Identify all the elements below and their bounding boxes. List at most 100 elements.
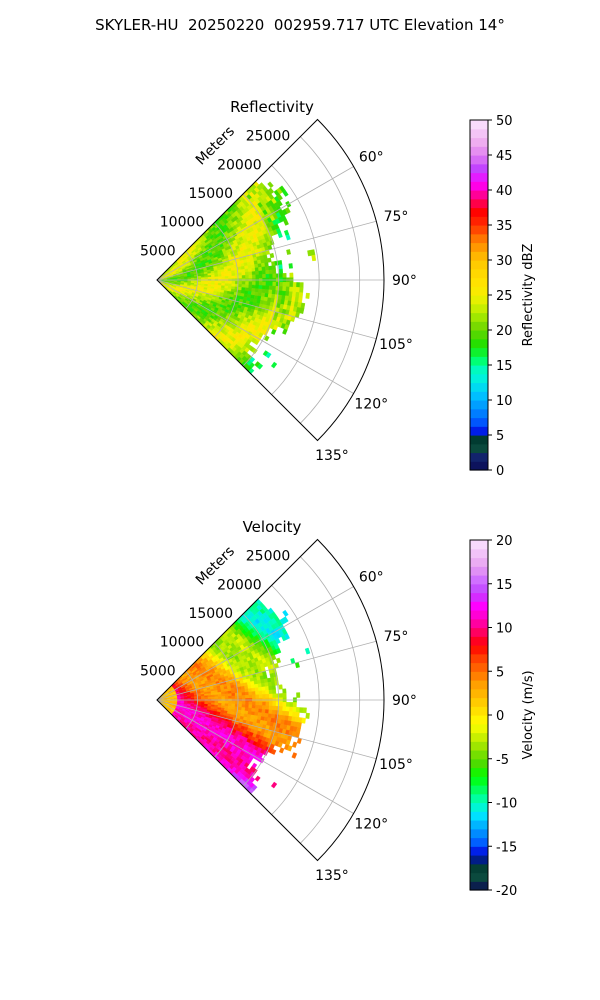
data-cell [254, 687, 259, 692]
data-cell [244, 284, 250, 289]
data-cell [241, 281, 246, 285]
data-cell [252, 701, 256, 706]
data-cell [268, 689, 273, 695]
data-cell [275, 273, 280, 279]
colorbar-tick-label: 15 [496, 578, 513, 593]
colorbar-tick-label: 25 [496, 289, 513, 304]
colorbar-segment [470, 190, 488, 200]
data-cell [282, 688, 287, 694]
data-cell [258, 694, 263, 699]
data-cell [282, 189, 289, 197]
grid-spoke [156, 279, 354, 394]
data-cell [231, 281, 236, 285]
colorbar-tick-label: 20 [496, 324, 513, 339]
data-cell [221, 273, 226, 277]
data-cell [270, 328, 277, 335]
data-cell [255, 281, 260, 286]
data-cell [221, 693, 226, 697]
grid-spoke [156, 220, 377, 281]
data-cell [272, 693, 277, 699]
data-cell [255, 694, 260, 699]
colorbar-tick-label: -15 [496, 840, 517, 855]
data-cell [211, 696, 216, 700]
data-cell [263, 335, 270, 342]
data-cell [272, 689, 277, 695]
data-cell [275, 693, 280, 699]
data-cell [241, 695, 246, 699]
colorbar-tick-label: 10 [496, 622, 513, 637]
data-cell [278, 286, 284, 292]
data-cell [244, 704, 250, 709]
colorbar-tick-label: 45 [496, 149, 513, 164]
data-cell [221, 700, 226, 704]
data-cell [289, 282, 294, 288]
data-cell [255, 270, 260, 276]
data-cell [305, 712, 310, 719]
colorbar-tick-label: 5 [496, 665, 504, 680]
colorbar-segment [470, 137, 488, 147]
data-cell [264, 686, 270, 691]
data-cell [292, 282, 297, 288]
colorbar: -20 -15 -10 -5 0 5 10 15 20 Velocity (m/s) [469, 534, 536, 899]
data-cell [304, 647, 311, 655]
data-cell [265, 352, 272, 359]
data-cell [244, 688, 249, 693]
r-tick-label: 5000 [140, 243, 176, 259]
data-cell [238, 701, 243, 705]
data-cell [285, 706, 290, 712]
data-cell [265, 273, 270, 279]
colorbar-segment [470, 697, 488, 707]
data-cell [238, 272, 243, 276]
colorbar-segment [470, 793, 488, 804]
data-cell [271, 685, 276, 691]
data-cell [261, 686, 266, 692]
data-cell [270, 361, 278, 369]
colorbar-segment [470, 435, 488, 445]
data-cell [231, 692, 236, 697]
data-cell [241, 268, 246, 273]
colorbar-segment [470, 688, 488, 699]
data-cell [238, 692, 243, 696]
data-cell [200, 697, 205, 700]
colorbar-segment [470, 732, 488, 742]
colorbar-segment [470, 338, 488, 349]
data-cell [258, 690, 263, 695]
data-cell [254, 708, 259, 713]
data-cell [248, 268, 253, 273]
data-cell [295, 707, 301, 713]
data-cell [214, 696, 219, 700]
data-cell [231, 272, 236, 277]
data-cell [231, 690, 236, 694]
colorbar-segment [470, 233, 488, 244]
r-tick-label: 20000 [217, 157, 262, 173]
colorbar-segment [470, 426, 488, 436]
panel-title: Reflectivity [230, 98, 314, 116]
data-cell [269, 701, 273, 707]
data-cell [299, 707, 304, 713]
colorbar-segment [470, 312, 488, 322]
colorbar-segment [470, 181, 488, 191]
data-cell [292, 286, 297, 293]
theta-tick-label: 60° [359, 149, 384, 165]
data-cell [217, 696, 222, 700]
data-cell [289, 286, 294, 293]
data-cell [278, 706, 284, 712]
data-cell [287, 745, 293, 752]
data-cell [255, 284, 260, 290]
theta-tick-label: 135° [315, 868, 349, 884]
data-cell [248, 274, 253, 279]
colorbar-segment [470, 382, 488, 392]
data-cell [275, 281, 280, 287]
data-cell [267, 181, 274, 189]
data-cell [285, 286, 290, 292]
data-cell [285, 234, 291, 241]
colorbar-segment [470, 785, 488, 795]
colorbar-segment [470, 610, 488, 620]
data-cell [271, 289, 276, 295]
data-cell [258, 270, 263, 275]
data-cell [295, 711, 300, 718]
colorbar-tick-label: 35 [496, 219, 513, 234]
data-cell [248, 281, 253, 286]
data-cell [261, 270, 267, 275]
